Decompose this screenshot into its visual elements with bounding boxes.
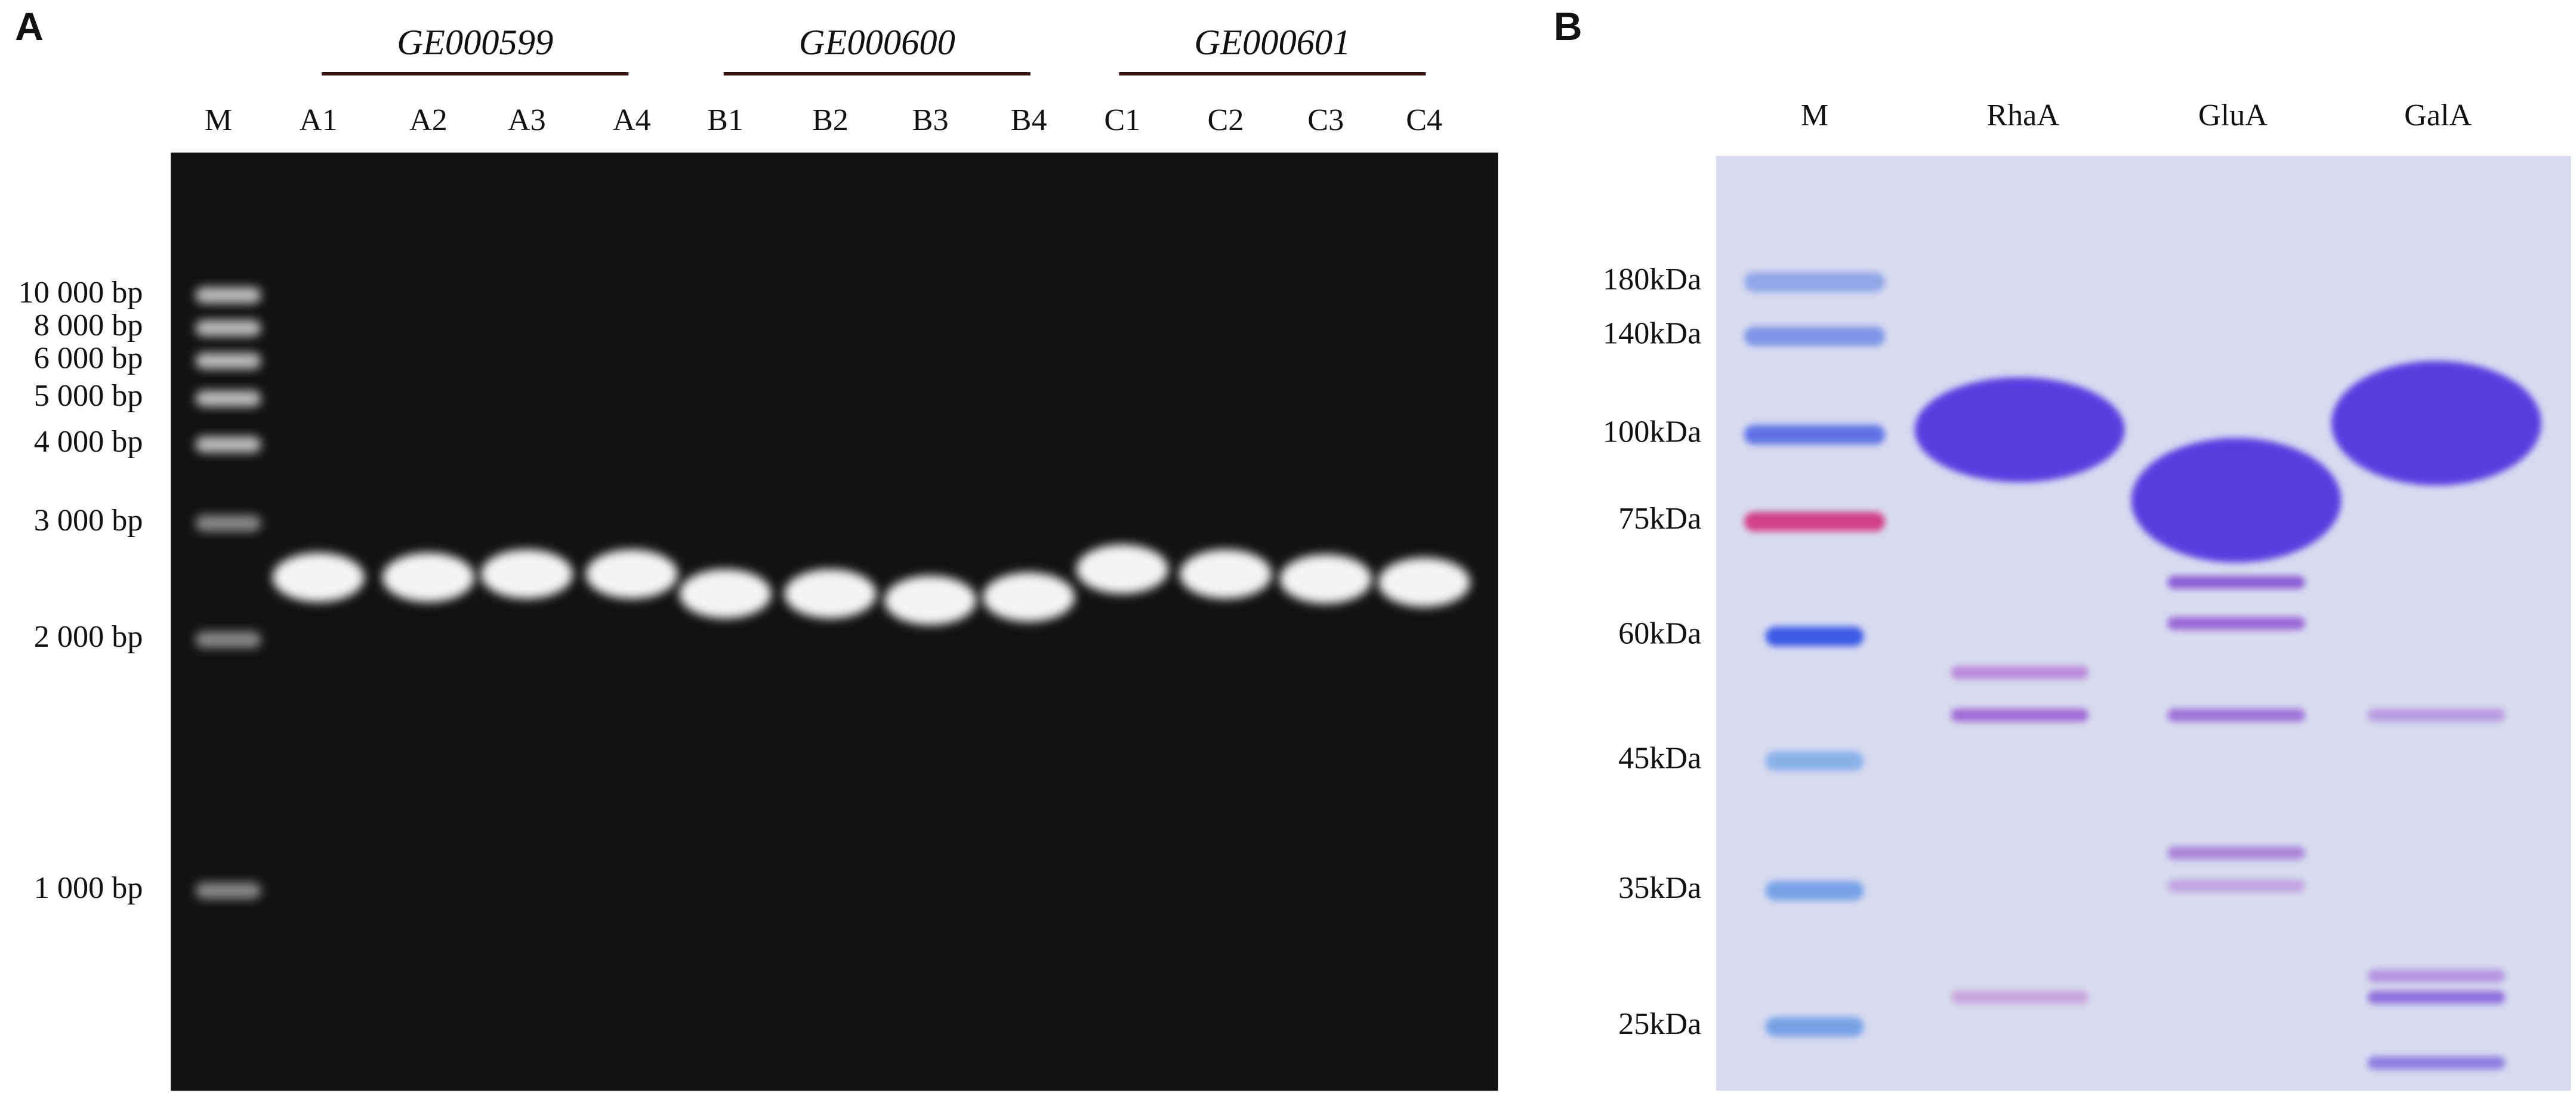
lane-label: A1 [300,103,338,137]
dna-band [272,552,365,602]
group-label: GE000600 [799,23,955,63]
marker-label: 180kDa [1603,262,1701,297]
marker-label: 5 000 bp [34,378,143,413]
ladder-band [1765,881,1864,901]
ladder-band [1765,626,1864,647]
lane-label: RhaA [1986,98,2059,132]
lane-label: GluA [2198,98,2268,132]
lane-label: B1 [707,103,744,137]
marker-label: 2 000 bp [34,619,143,654]
marker-label: 1 000 bp [34,870,143,905]
marker-label: 100kDa [1603,415,1701,449]
ladder-band [1765,751,1864,771]
minor-band [2367,969,2506,983]
dna-band [679,569,772,619]
dna-band [1378,557,1470,607]
marker-label: 4 000 bp [34,424,143,459]
agarose-gel [171,152,1498,1091]
minor-band [2367,990,2506,1004]
dna-band [784,569,877,619]
ladder-band [195,515,261,532]
minor-band [1951,666,2089,680]
minor-band [1951,708,2089,722]
marker-label: 6 000 bp [34,341,143,375]
marker-label: 25kDa [1618,1007,1701,1041]
protein-band [2131,438,2341,563]
dna-band [585,550,678,599]
dna-band [1076,544,1168,594]
lane-label: C1 [1104,103,1140,137]
ladder-band [1744,272,1886,292]
lane-label: B2 [812,103,849,137]
panel-letter: A [15,4,44,48]
ladder-band [1744,326,1886,347]
dna-band [884,575,977,625]
lane-label: B3 [912,103,949,137]
gel-content [195,272,2541,1070]
lane-label: C4 [1406,103,1442,137]
marker-label: 75kDa [1618,501,1701,536]
lane-label: C3 [1307,103,1344,137]
ladder-band [195,320,261,337]
marker-label: 8 000 bp [34,308,143,342]
group-label: GE000601 [1194,23,1350,63]
dna-band [480,550,573,599]
marker-label: 140kDa [1603,316,1701,351]
ladder-band [195,287,261,304]
marker-label: 45kDa [1618,741,1701,776]
lane-label: B4 [1011,103,1047,137]
lane-label: M [1801,98,1828,132]
marker-label: 3 000 bp [34,503,143,538]
minor-band [2167,575,2306,589]
ladder-band [195,436,261,453]
lane-label: A4 [613,103,651,137]
ladder-band [1744,511,1886,532]
minor-band [2367,1056,2506,1070]
minor-band [2167,616,2306,630]
dna-band [1180,550,1272,599]
ladder-band [195,353,261,369]
marker-label: 10 000 bp [18,275,143,310]
lane-label: M [205,103,232,137]
ladder-band [195,390,261,407]
lane-label: A2 [409,103,448,137]
minor-band [2167,879,2306,893]
group-label: GE000599 [397,23,553,63]
lane-label: GalA [2404,98,2472,132]
ladder-band [1765,1017,1864,1037]
minor-band [2167,846,2306,860]
dna-band [382,552,474,602]
minor-band [2367,708,2506,722]
protein-band [2331,360,2541,486]
panel-letter: B [1554,4,1582,48]
marker-label: 60kDa [1618,616,1701,651]
dna-band [983,572,1075,622]
protein-band [1914,377,2125,483]
lane-label: A3 [508,103,546,137]
ladder-band [195,631,261,648]
ladder-band [195,882,261,899]
ladder-band [1744,425,1886,445]
marker-label: 35kDa [1618,870,1701,905]
minor-band [1951,990,2089,1004]
minor-band [2167,708,2306,722]
lane-label: C2 [1208,103,1244,137]
sds-page-gel [1716,156,2571,1091]
dna-band [1279,554,1372,604]
